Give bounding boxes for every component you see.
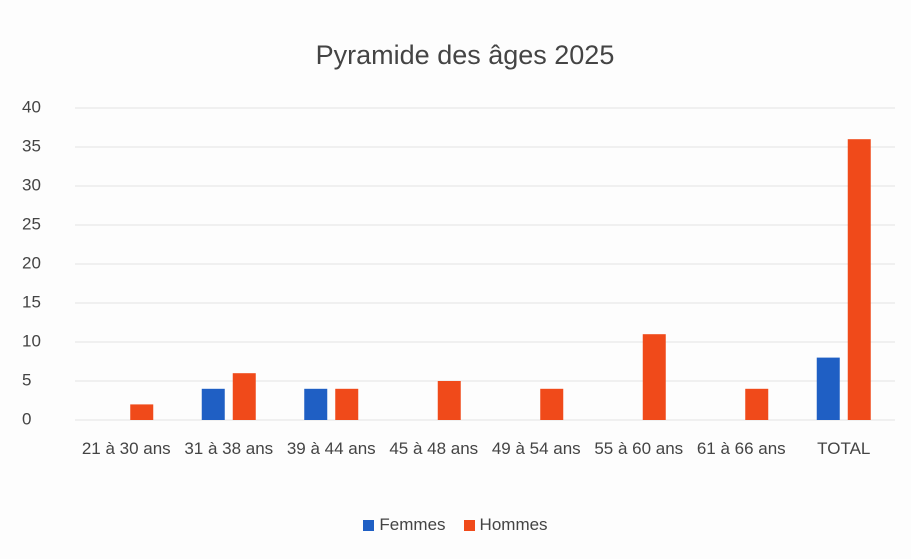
- bar: [232, 373, 256, 420]
- bar: [745, 388, 769, 420]
- bar: [816, 357, 840, 420]
- legend-swatch: [463, 520, 475, 532]
- legend-item: Hommes: [463, 515, 548, 535]
- x-tick-label: 45 à 48 ans: [389, 439, 479, 458]
- y-tick-label: 10: [22, 331, 41, 350]
- x-tick-label: 31 à 38 ans: [184, 439, 274, 458]
- x-tick-label: 39 à 44 ans: [286, 439, 376, 458]
- y-tick-label: 40: [22, 97, 41, 116]
- chart-title: Pyramide des âges 2025: [316, 40, 615, 70]
- y-tick-label: 15: [22, 292, 41, 311]
- y-tick-label: 30: [22, 175, 41, 194]
- bar: [437, 381, 461, 420]
- bar: [540, 388, 564, 420]
- y-tick-label: 0: [22, 409, 31, 428]
- y-tick-label: 35: [22, 136, 41, 155]
- bar: [847, 139, 871, 420]
- y-tick-label: 25: [22, 214, 41, 233]
- legend-label: Hommes: [479, 515, 548, 534]
- legend-swatch: [363, 520, 375, 532]
- x-tick-label: 49 à 54 ans: [491, 439, 581, 458]
- legend-label: Femmes: [379, 515, 446, 534]
- bar: [335, 388, 359, 420]
- y-tick-label: 5: [22, 370, 31, 389]
- x-tick-label: 21 à 30 ans: [81, 439, 171, 458]
- bar: [201, 388, 225, 420]
- x-tick-label: 61 à 66 ans: [696, 439, 786, 458]
- legend-item: Femmes: [363, 515, 446, 535]
- x-tick-label: 55 à 60 ans: [594, 439, 684, 458]
- bar: [304, 388, 328, 420]
- legend: Femmes Hommes: [0, 515, 911, 535]
- x-tick-label: TOTAL: [817, 439, 871, 458]
- bar: [130, 404, 154, 420]
- bar: [642, 334, 666, 420]
- y-tick-label: 20: [22, 253, 41, 272]
